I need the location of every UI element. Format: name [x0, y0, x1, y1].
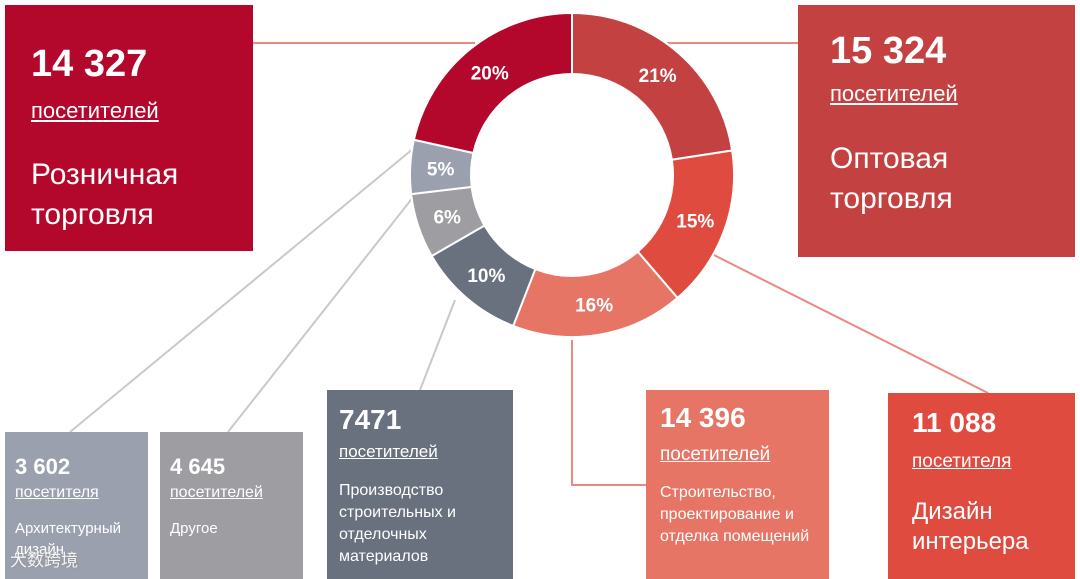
slice-percent-label-architecture: 5% [427, 159, 455, 180]
donut-labels: 21% 15% 16% 10% 6% 5% 20% [427, 63, 714, 316]
interior-visitor-count: 11 088 [912, 407, 997, 438]
architecture-visitor-count: 3 602 [15, 454, 71, 479]
slice-percent-label-wholesale: 21% [639, 66, 677, 87]
other-box: 4 645 посетителей Другое [160, 432, 303, 579]
wholesale-box: 15 324 посетителей Оптовая торговля [798, 5, 1075, 257]
donut-slice-retail [412, 11, 573, 155]
donut-slices [409, 11, 735, 338]
materials-category-label: Производство строительных и отделочных м… [339, 482, 456, 565]
retail-box: 14 327 посетителей Розничная торговля [5, 5, 253, 251]
wholesale-visitor-count: 15 324 [830, 30, 947, 72]
wholesale-category-label: Оптовая торговля [830, 142, 953, 215]
leader-lines [69, 42, 989, 486]
retail-unit-label: посетителей [31, 98, 159, 123]
wholesale-unit-label: посетителей [830, 81, 958, 106]
slice-percent-label-other: 6% [433, 207, 461, 228]
leader-interior [699, 247, 989, 394]
interior-unit-label: посетителя [912, 451, 1012, 472]
materials-unit-label: посетителей [339, 442, 438, 461]
slice-percent-label-retail: 20% [471, 63, 509, 84]
slice-percent-label-interior: 15% [676, 212, 714, 233]
architecture-category-label: Архитектурный дизайн [15, 520, 121, 558]
materials-visitor-count: 7471 [339, 404, 402, 435]
other-visitor-count: 4 645 [170, 454, 226, 479]
leader-materials [419, 299, 456, 391]
other-unit-label: посетителей [170, 484, 263, 501]
architecture-box: 3 602 посетителя Архитектурный дизайн [5, 432, 148, 579]
construction-box: 14 396 посетителей Строительство, проект… [646, 390, 829, 579]
construction-category-label: Строительство, проектирование и отделка … [660, 484, 810, 545]
slice-percent-label-materials: 10% [467, 266, 505, 287]
materials-box: 7471 посетителей Производство строительн… [327, 390, 513, 579]
other-category-label: Другое [170, 520, 218, 537]
retail-category-label: Розничная торговля [31, 158, 179, 231]
construction-visitor-count: 14 396 [660, 402, 746, 433]
leader-architecture [69, 147, 415, 433]
watermark-text: 大数跨境 [10, 551, 78, 571]
leader-construction [571, 340, 646, 486]
leader-other [227, 195, 415, 433]
architecture-unit-label: посетителя [15, 484, 99, 501]
retail-visitor-count: 14 327 [31, 43, 148, 85]
interior-category-label: Дизайн интерьера [912, 498, 1029, 555]
interior-design-box: 11 088 посетителя Дизайн интерьера [888, 393, 1075, 579]
slice-percent-label-construction: 16% [575, 296, 613, 317]
construction-unit-label: посетителей [660, 444, 771, 465]
